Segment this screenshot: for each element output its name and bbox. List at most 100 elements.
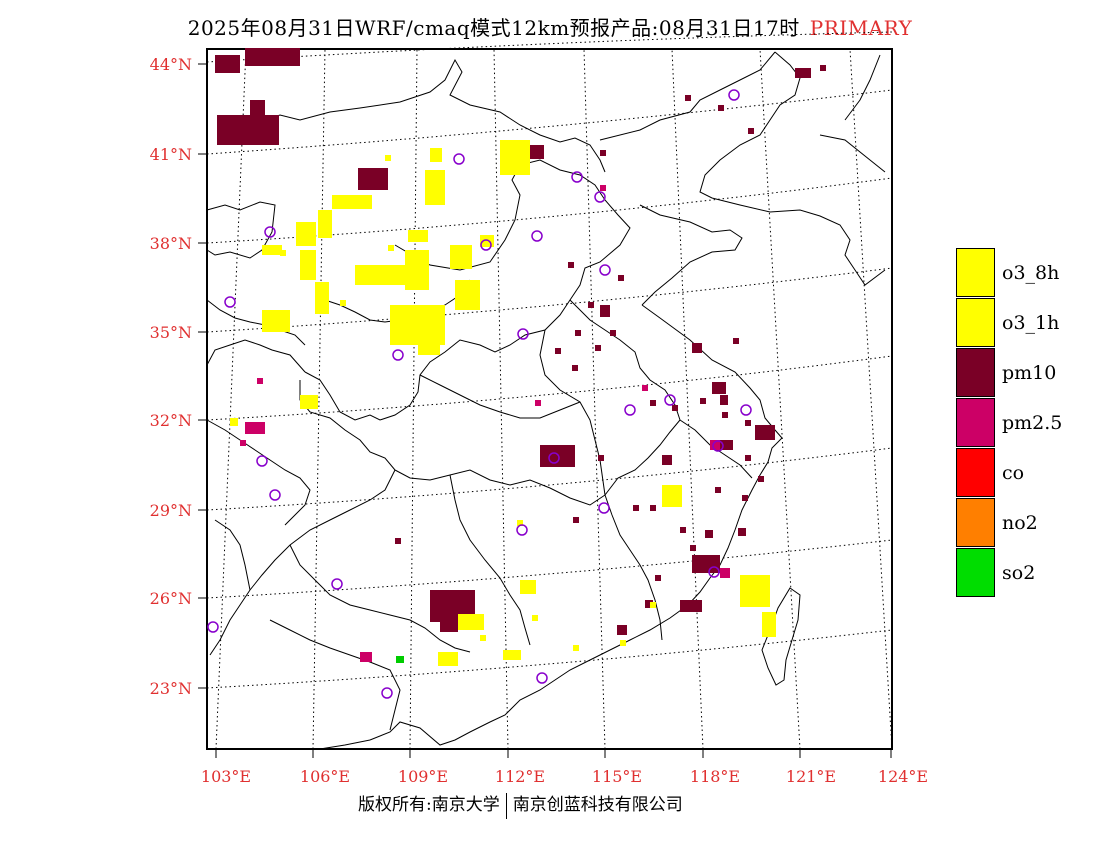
map-title: 2025年08月31日WRF/cmaq模式12km预报产品:08月31日17时 P…	[0, 12, 1100, 41]
pm25-cell	[245, 422, 265, 434]
pm10-cell	[540, 445, 575, 467]
lat-label-29: 29°N	[150, 501, 192, 520]
pm10-cell	[685, 95, 691, 101]
station-marker	[664, 394, 676, 406]
pm10-cell	[712, 382, 726, 394]
station-marker	[256, 455, 268, 467]
legend-swatch	[956, 398, 995, 447]
station-marker	[480, 239, 492, 251]
o3-cell	[438, 652, 458, 666]
pm10-cell	[528, 145, 544, 159]
station-marker	[516, 524, 528, 536]
station-marker	[331, 578, 343, 590]
pm25-cell	[240, 440, 246, 446]
pm10-cell	[600, 150, 606, 156]
station-marker	[712, 440, 724, 452]
o3-cell	[503, 650, 521, 660]
o3-cell	[450, 245, 472, 269]
map-frame	[206, 48, 893, 750]
lat-label-44: 44°N	[150, 55, 192, 74]
pm10-cell	[700, 398, 706, 404]
pm10-cell	[610, 330, 616, 336]
pm10-cell	[215, 55, 240, 73]
legend-label: o3_1h	[1002, 312, 1060, 334]
o3-cell	[390, 305, 445, 345]
pm25-cell	[600, 185, 606, 191]
o3-cell	[230, 418, 238, 426]
pm10-cell	[745, 455, 751, 461]
lat-axis: 44°N 41°N 38°N 35°N 32°N 29°N 26°N 23°N	[150, 55, 207, 698]
lat-label-41: 41°N	[150, 145, 192, 164]
lat-label-38: 38°N	[150, 234, 192, 253]
station-marker	[392, 349, 404, 361]
station-marker	[453, 153, 465, 165]
pm10-cell	[680, 600, 702, 612]
legend-swatch	[956, 448, 995, 497]
pm10-cell	[662, 455, 672, 465]
o3-cell	[532, 615, 538, 621]
o3-cell	[340, 300, 346, 306]
o3-cell	[300, 250, 316, 280]
station-marker	[548, 452, 560, 464]
pm25-cell	[360, 652, 372, 662]
station-marker	[381, 687, 393, 699]
lon-label-112: 112°E	[495, 767, 545, 786]
legend-label: co	[1002, 462, 1025, 484]
pm10-cell	[758, 476, 764, 482]
pm25-cell	[710, 440, 720, 450]
legend-item-o3-8h: o3_8h	[955, 248, 1095, 298]
legend-swatch	[956, 548, 995, 597]
station-marker	[531, 230, 543, 242]
lon-label-109: 109°E	[398, 767, 448, 786]
pm25-cell	[642, 385, 648, 391]
pm10-cell	[820, 65, 826, 71]
o3-cell	[573, 645, 579, 651]
pm10-cell	[555, 348, 561, 354]
station-marker	[269, 489, 281, 501]
o3-cell	[262, 310, 290, 332]
pollutant-cells	[215, 48, 826, 666]
lon-label-118: 118°E	[690, 767, 740, 786]
legend-label: o3_8h	[1002, 262, 1060, 284]
pm10-cell	[395, 538, 401, 544]
station-marker	[740, 404, 752, 416]
o3-cell	[425, 170, 445, 205]
o3-cell	[332, 195, 372, 209]
pm10-cell	[250, 100, 265, 115]
station-marker	[207, 621, 219, 633]
legend-item-co: co	[955, 448, 1095, 498]
o3-cell	[480, 635, 486, 641]
o3-cell	[430, 148, 442, 162]
legend-swatch	[956, 248, 995, 297]
station-marker	[598, 502, 610, 514]
pm10-cell	[217, 115, 279, 145]
pm10-cell	[715, 487, 721, 493]
legend-label: so2	[1002, 562, 1036, 584]
o3-cell	[455, 280, 480, 310]
station-marker	[517, 328, 529, 340]
station-marker	[599, 264, 611, 276]
lon-label-121: 121°E	[786, 767, 836, 786]
o3-cell	[500, 140, 530, 175]
o3-cell	[458, 614, 484, 630]
pm10-cell	[748, 128, 754, 134]
o3-cell	[418, 340, 440, 355]
pm10-cell	[680, 527, 686, 533]
pm10-cell	[468, 605, 474, 611]
o3-cell	[296, 222, 316, 246]
pm10-cell	[692, 343, 702, 353]
pm10-cell	[705, 530, 713, 538]
legend-swatch	[956, 348, 995, 397]
lon-label-124: 124°E	[878, 767, 928, 786]
pm10-cell	[245, 48, 300, 66]
pm10-cell	[690, 545, 696, 551]
copyright-owner: 版权所有:南京大学	[358, 795, 500, 815]
pm10-cell	[575, 330, 581, 336]
pm10-cell	[795, 68, 811, 78]
lon-label-103: 103°E	[201, 767, 251, 786]
pm10-cell	[358, 168, 388, 190]
title-text: 2025年08月31日WRF/cmaq模式12km预报产品:08月31日17时	[187, 16, 800, 40]
pm10-cell	[595, 345, 601, 351]
pm10-cell	[650, 505, 656, 511]
